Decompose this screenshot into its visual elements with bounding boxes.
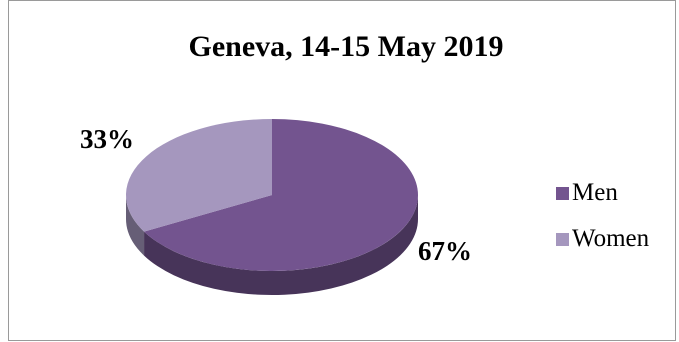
legend-label-women: Women — [572, 225, 650, 252]
chart-title: Geneva, 14-15 May 2019 — [188, 30, 504, 63]
legend-item-men: Men — [556, 170, 649, 216]
legend-label-men: Men — [572, 179, 618, 206]
legend: Men Women — [556, 170, 649, 262]
legend-swatch-men — [556, 186, 569, 200]
pie-slice-men — [144, 119, 419, 271]
legend-item-women: Women — [556, 216, 649, 262]
legend-swatch-women — [556, 232, 569, 246]
pie-slice-women — [125, 119, 273, 232]
pie-side-women — [126, 195, 145, 256]
data-label-women: 33% — [80, 124, 134, 154]
data-label-men: 67% — [418, 236, 472, 266]
pie-side-men — [144, 195, 419, 296]
